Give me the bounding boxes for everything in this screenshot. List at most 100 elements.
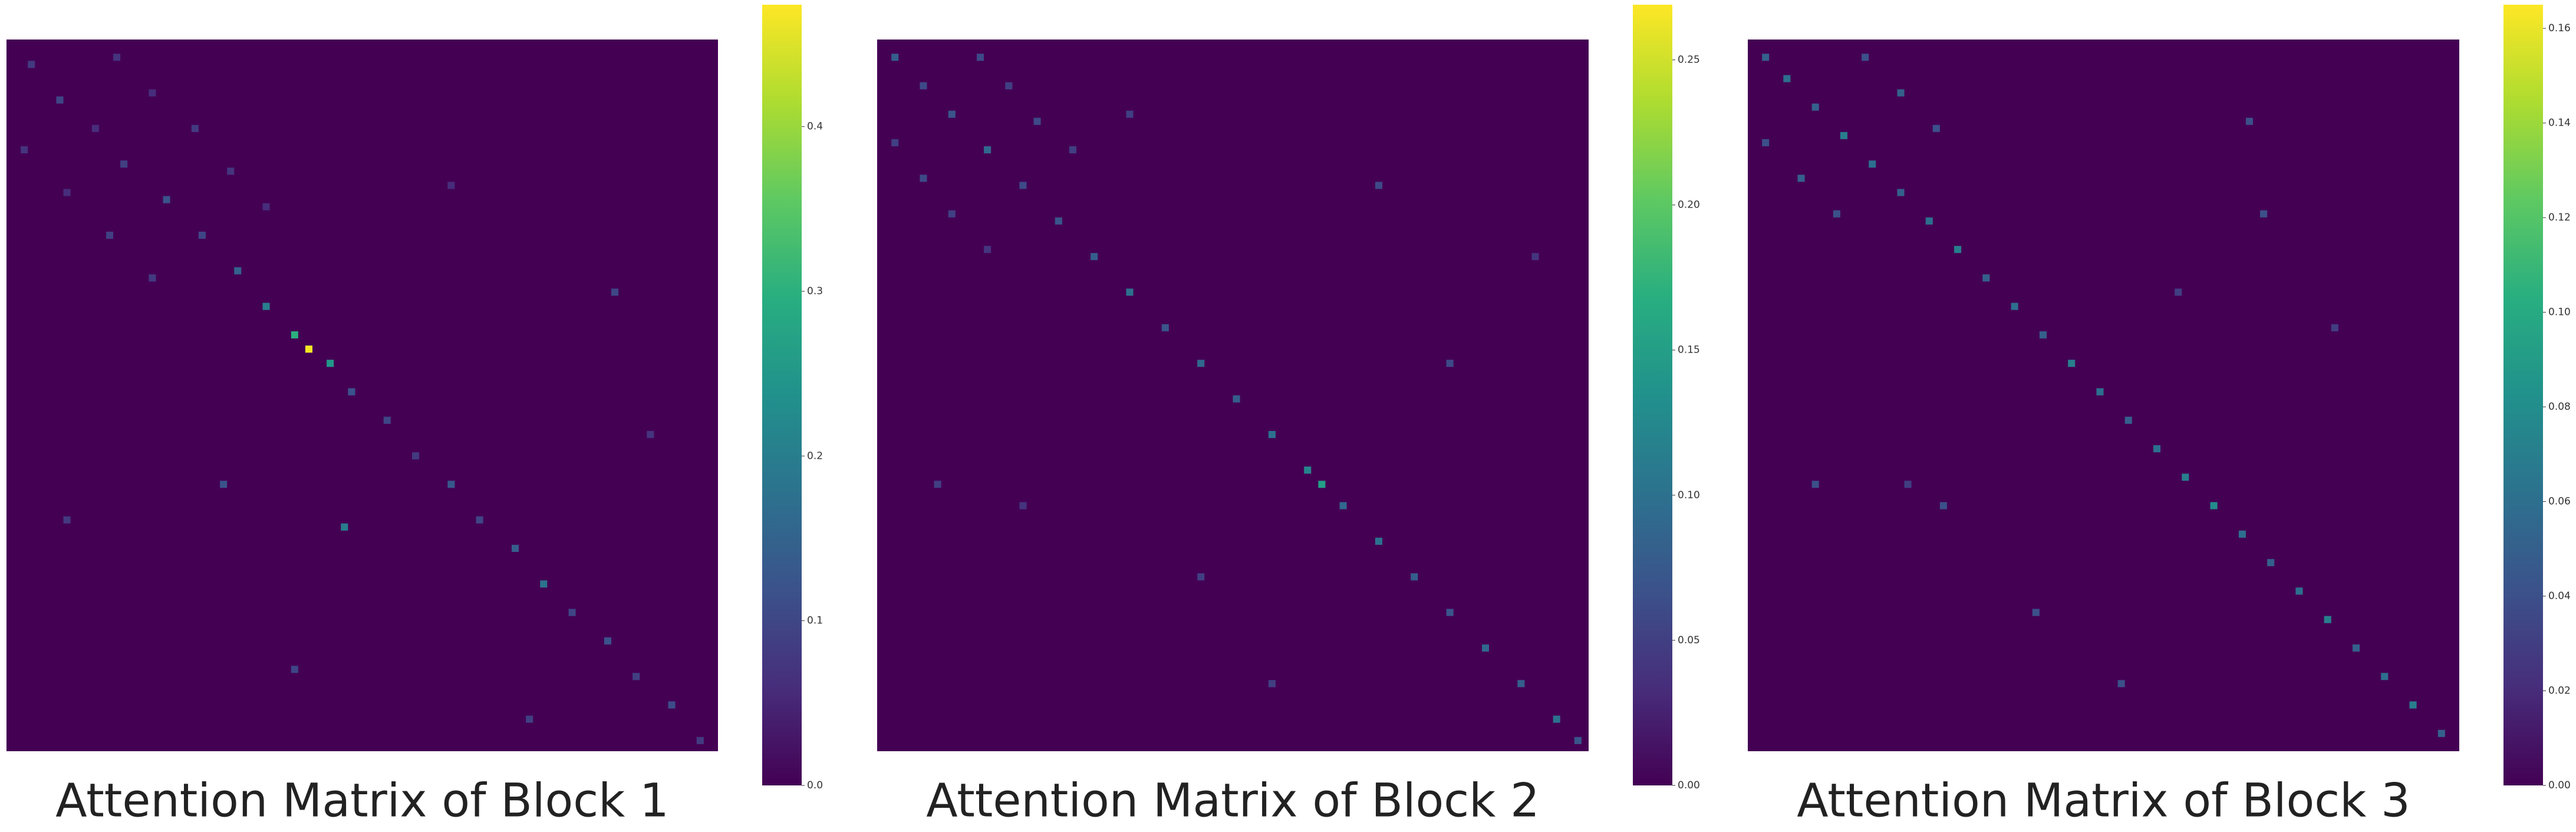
heatmap-cell [984, 146, 991, 154]
heatmap-cell [2437, 729, 2445, 737]
heatmap-cell [2238, 530, 2246, 538]
colorbar-tick-label: 0.14 [2548, 117, 2571, 129]
heatmap-cell [1925, 217, 1933, 225]
heatmap-cell [1197, 360, 1205, 367]
heatmap-cell [2381, 673, 2389, 680]
heatmap-cell [1091, 253, 1098, 261]
colorbar-tick-label: 0.06 [2548, 496, 2571, 508]
heatmap-cell [2124, 416, 2132, 424]
heatmap-cell [28, 61, 35, 68]
heatmap-cell [2182, 473, 2189, 481]
colorbar-tick-label: 0.00 [2548, 780, 2571, 791]
heatmap-cell [2331, 324, 2338, 331]
heatmap-cell [526, 715, 533, 723]
heatmap-cell [1783, 75, 1791, 83]
heatmap-cell [1762, 54, 1770, 61]
heatmap-cell [291, 666, 298, 673]
chart-title: Attention Matrix of Block 1 [55, 774, 669, 827]
heatmap-cell [2068, 360, 2076, 367]
heatmap-cell [647, 430, 654, 438]
chart-title: Attention Matrix of Block 3 [1797, 774, 2410, 827]
heatmap-cell [383, 416, 391, 424]
heatmap-cell [1553, 715, 1560, 723]
heatmap-cell [2117, 680, 2125, 688]
heatmap-cell [63, 189, 71, 196]
heatmap-cell [2324, 616, 2331, 623]
heatmap-cell [1005, 82, 1013, 90]
heatmap-cell [2032, 609, 2040, 616]
heatmap-cell [976, 54, 984, 61]
colorbar-tick-label: 0.4 [807, 121, 823, 133]
colorbar-tick-label: 0.10 [2548, 307, 2571, 318]
heatmap-cell [1811, 481, 1819, 488]
heatmap-cell [1869, 160, 1876, 168]
heatmap-cell [1318, 481, 1326, 488]
heatmap-cell [63, 516, 71, 524]
heatmap-cell [1797, 175, 1805, 182]
heatmap-cell [149, 274, 156, 282]
heatmap-cell [2245, 117, 2253, 125]
heatmap-cell [348, 388, 355, 396]
heatmap-cell [305, 346, 313, 353]
heatmap-cell [668, 701, 676, 709]
heatmap-cell [113, 54, 121, 61]
heatmap-cell [633, 673, 640, 680]
heatmap-cell [920, 82, 927, 90]
chart-title: Attention Matrix of Block 2 [926, 774, 1540, 827]
colorbar-tick-label: 0.2 [807, 450, 823, 462]
heatmap-cell [262, 203, 270, 211]
heatmap-cell [984, 246, 991, 254]
heatmap-cell [120, 160, 128, 168]
heatmap-cell [341, 523, 348, 531]
heatmap-cell [1268, 680, 1276, 688]
heatmap-cell [511, 544, 519, 553]
heatmap-cell [1897, 89, 1905, 97]
heatmap-cell [1939, 502, 1947, 509]
heatmap-cell [1126, 288, 1134, 296]
heatmap-cell [220, 481, 228, 488]
heatmap-cell [948, 210, 956, 218]
heatmap-cell [2039, 331, 2047, 338]
colorbar-tick-label: 0.05 [1678, 634, 1700, 646]
heatmap-cell [2153, 445, 2161, 453]
colorbar-tick-label: 0.20 [1678, 199, 1700, 211]
heatmap-cell [262, 302, 270, 310]
heatmap-cell [1481, 644, 1490, 652]
colorbar-tick-label: 0.00 [1678, 780, 1700, 791]
heatmap-cell [920, 175, 927, 182]
heatmap-cell [2175, 288, 2182, 296]
heatmap-cell [1531, 253, 1539, 261]
heatmap-cell [198, 231, 206, 239]
heatmap-cell [291, 331, 298, 338]
heatmap-cell [611, 288, 619, 296]
heatmap-cell [1932, 124, 1940, 132]
heatmap-cell [934, 481, 941, 488]
heatmap-cell [891, 54, 899, 61]
heatmap-cell [447, 182, 455, 189]
colorbar-tick-label: 0.0 [807, 780, 823, 791]
heatmap-cell [696, 736, 704, 744]
heatmap-cell [2352, 644, 2360, 652]
heatmap-cell [1375, 182, 1382, 189]
heatmap-cell [191, 124, 199, 132]
heatmap-cell [2096, 388, 2104, 396]
colorbar-tick-label: 0.1 [807, 615, 823, 627]
colorbar-tick-label: 0.3 [807, 285, 823, 297]
heatmap-cell [2210, 502, 2218, 509]
heatmap-cell [2011, 302, 2018, 310]
colorbar-tick-label: 0.10 [1678, 489, 1700, 501]
colorbar [762, 5, 802, 785]
heatmap-cell [1897, 189, 1905, 196]
heatmap-cell [91, 124, 99, 132]
heatmap-cell [568, 609, 576, 616]
heatmap-cell [1982, 274, 1990, 282]
heatmap-cell [1069, 146, 1076, 154]
heatmap-cell [1446, 609, 1454, 616]
heatmap-cell [1339, 502, 1347, 509]
heatmap-cell [106, 231, 114, 239]
colorbar [2503, 5, 2543, 785]
colorbar-tick-label: 0.04 [2548, 590, 2571, 602]
heatmap-cell [1055, 217, 1062, 225]
heatmap-cell [1833, 210, 1840, 218]
